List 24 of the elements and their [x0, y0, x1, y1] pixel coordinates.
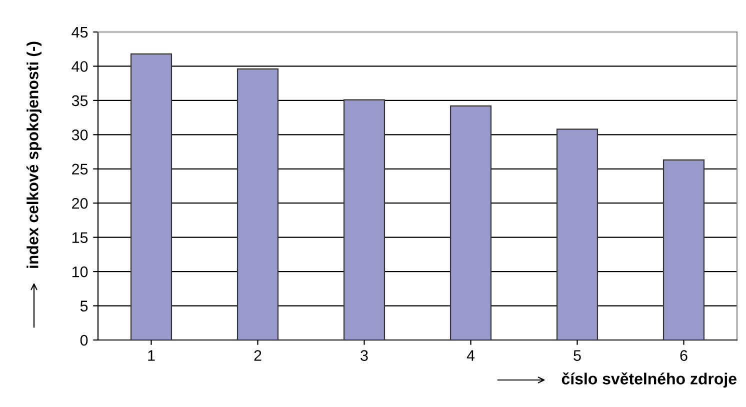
y-tick-label: 25 — [72, 164, 88, 175]
x-tick-label: 2 — [254, 350, 262, 361]
y-tick-label: 40 — [72, 61, 88, 72]
y-tick-label: 15 — [72, 232, 88, 244]
y-tick-label: 35 — [72, 95, 88, 106]
y-tick-label: 0 — [80, 334, 88, 346]
y-tick-label: 45 — [72, 27, 88, 38]
x-axis-title: číslo světelného zdroje — [562, 372, 736, 388]
x-tick-label: 5 — [574, 350, 581, 361]
bar — [343, 99, 386, 340]
y-tick-label: 10 — [72, 266, 88, 278]
x-tick-label: 6 — [680, 350, 688, 361]
bar — [130, 53, 172, 340]
x-tick-label: 1 — [148, 350, 155, 361]
x-tick-label: 4 — [466, 350, 475, 361]
bar — [662, 159, 705, 340]
y-tick-label: 30 — [72, 130, 88, 140]
y-axis-title: index celkové spokojenosti (-) — [26, 42, 42, 268]
bar — [450, 105, 492, 340]
x-tick-label: 3 — [360, 350, 368, 361]
y-tick-label: 20 — [72, 198, 88, 209]
y-tick-label: 5 — [80, 300, 88, 312]
bar — [236, 68, 279, 340]
bar — [556, 128, 598, 340]
